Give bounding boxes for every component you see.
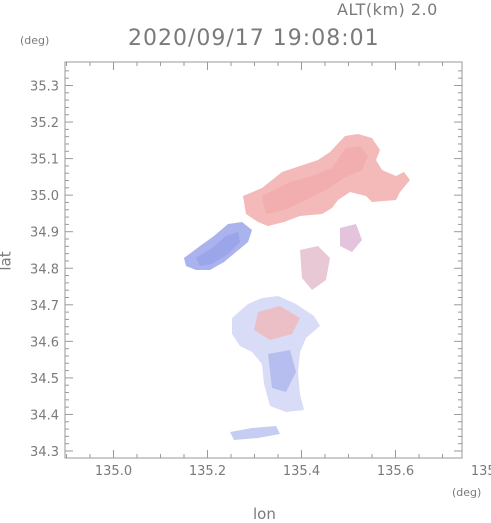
positive-region-north-inner — [262, 146, 368, 214]
x-axis-label: lon — [253, 505, 276, 523]
y-unit-label: (deg) — [20, 34, 50, 47]
plot-frame — [64, 61, 463, 459]
velocity-field — [184, 134, 410, 440]
coastal-strip-south — [230, 426, 280, 440]
altitude-label: ALT(km) 2.0 — [337, 0, 438, 19]
y-tick-label: 34.8 — [30, 262, 59, 277]
y-tick-label: 34.7 — [30, 299, 59, 314]
x-tick-label: 135.2 — [189, 464, 226, 479]
x-tick-label: 135.0 — [95, 464, 132, 479]
y-tick-label: 35.2 — [30, 116, 59, 131]
y-tick-label: 35.3 — [30, 80, 59, 95]
y-tick-label: 34.9 — [30, 226, 59, 241]
y-tick-label: 34.5 — [30, 372, 59, 387]
negative-region-west-inner — [196, 232, 240, 266]
x-tick-label: 135.8 — [471, 464, 491, 479]
x-tick-label: 135.4 — [283, 464, 320, 479]
mixed-region-south-neg — [268, 350, 296, 392]
timestamp-title: 2020/09/17 19:08:01 — [128, 26, 380, 51]
mixed-region-south-pos — [254, 306, 300, 340]
y-tick-label: 35.0 — [30, 189, 59, 204]
tick-marks — [65, 62, 462, 458]
tick-labels: 135.0135.2135.4135.6135.8136.034.334.434… — [30, 80, 491, 480]
y-tick-label: 34.6 — [30, 335, 59, 350]
y-tick-label: 34.3 — [30, 445, 59, 460]
x-tick-label: 135.6 — [377, 464, 414, 479]
small-patch-central — [300, 246, 330, 290]
small-patch-east — [340, 224, 362, 252]
x-unit-label: (deg) — [452, 486, 482, 499]
y-tick-label: 34.4 — [30, 408, 59, 423]
y-tick-label: 35.1 — [30, 153, 59, 168]
